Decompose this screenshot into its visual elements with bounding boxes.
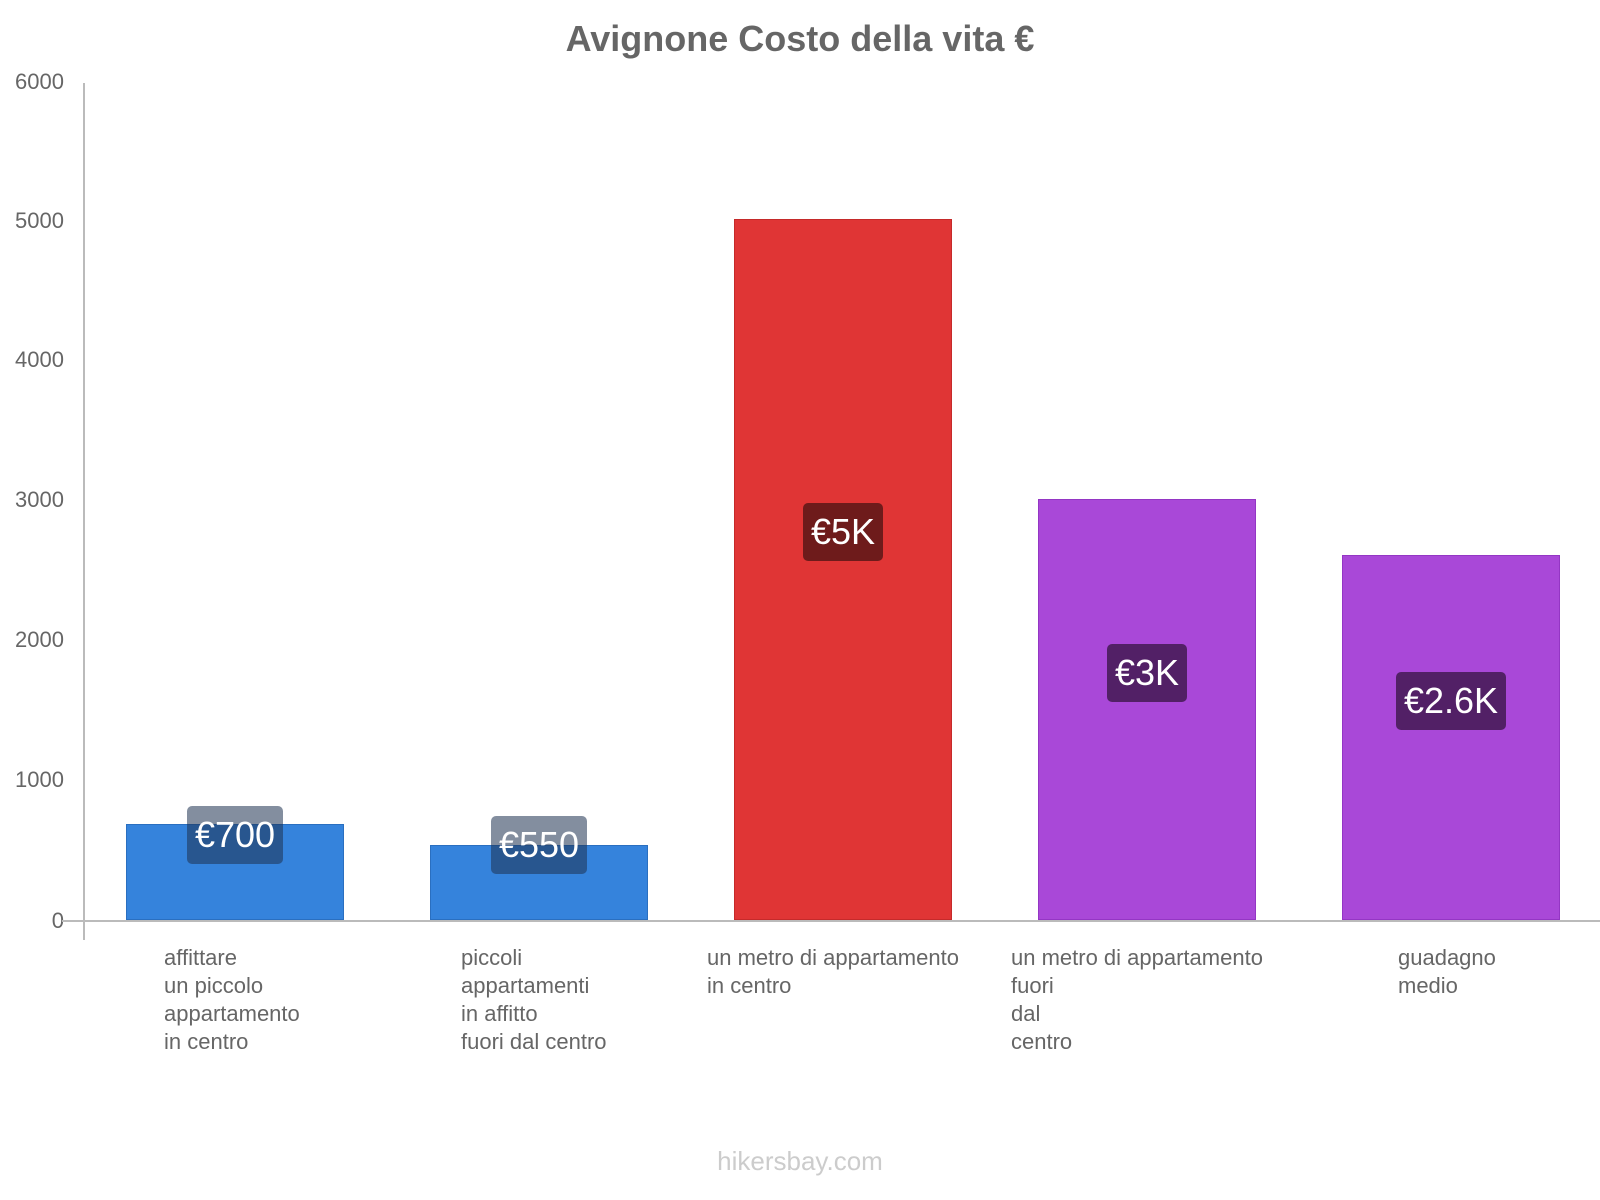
x-label-1: piccoli appartamenti in affitto fuori da… [461, 945, 607, 1054]
x-label-0: affittare un piccolo appartamento in cen… [164, 945, 300, 1054]
x-axis [62, 920, 1600, 922]
y-tick-5000: 5000 [15, 208, 64, 233]
chart-title: Avignone Costo della vita € [565, 18, 1035, 59]
bar-sqm-center [734, 219, 952, 920]
x-label-2: un metro di appartamento in centro [707, 945, 959, 998]
value-label-0: €700 [187, 806, 283, 864]
bar-sqm-outside [1038, 499, 1256, 920]
y-tick-4000: 4000 [15, 347, 64, 372]
x-label-4: guadagno medio [1398, 945, 1496, 998]
y-tick-1000: 1000 [15, 767, 64, 792]
y-tick-6000: 6000 [15, 69, 64, 94]
y-axis [83, 83, 85, 940]
y-tick-2000: 2000 [15, 627, 64, 652]
value-label-1: €550 [491, 816, 587, 874]
value-label-3: €3K [1107, 644, 1187, 702]
value-label-2: €5K [803, 503, 883, 561]
bar-average-salary [1342, 555, 1560, 920]
value-label-4: €2.6K [1396, 672, 1506, 730]
x-label-3: un metro di appartamento fuori dal centr… [1011, 945, 1263, 1054]
footer-watermark: hikersbay.com [717, 1146, 883, 1176]
y-tick-0: 0 [51, 908, 64, 933]
y-tick-3000: 3000 [15, 487, 64, 512]
